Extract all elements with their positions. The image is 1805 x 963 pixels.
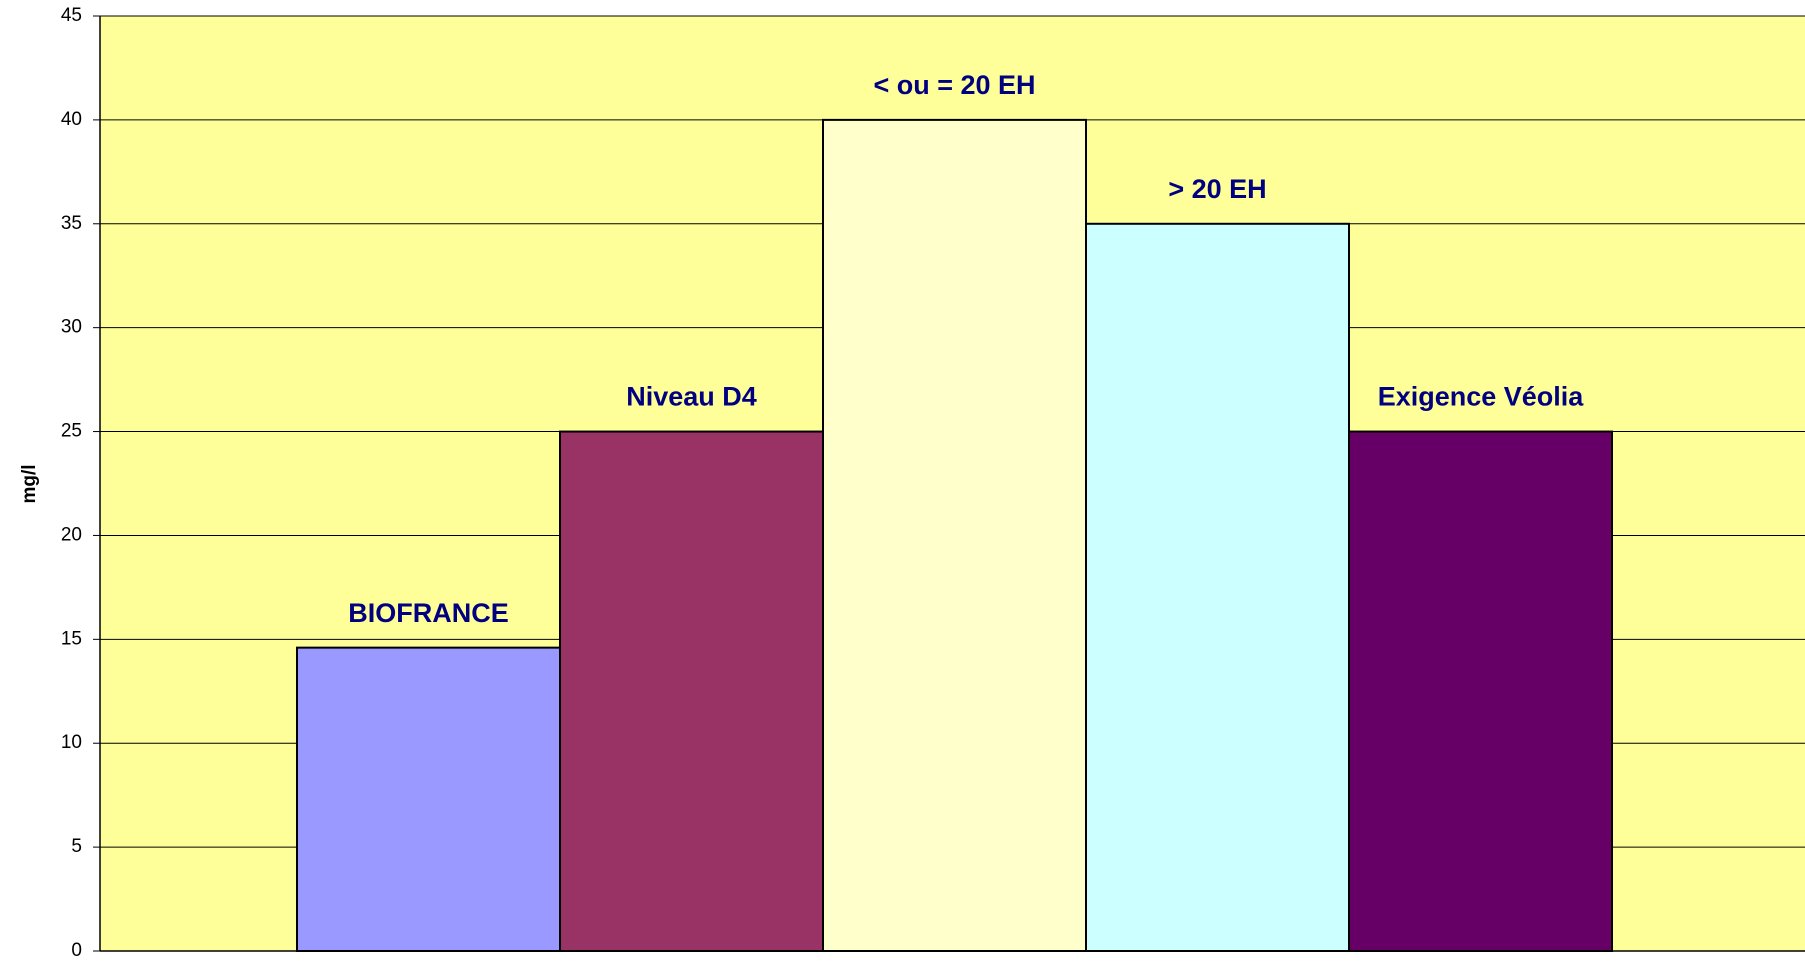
- bar: [296, 646, 561, 953]
- bar-label: Niveau D4: [626, 382, 757, 412]
- y-axis-title: mg/l: [19, 464, 40, 503]
- y-tick-label: 45: [61, 5, 82, 26]
- bar-label: > 20 EH: [1168, 174, 1266, 204]
- y-tick-label: 20: [61, 524, 82, 545]
- y-tick-label: 40: [61, 109, 82, 130]
- y-tick-label: 10: [61, 732, 82, 753]
- bar: [822, 118, 1087, 952]
- y-tick-label: 30: [61, 317, 82, 338]
- bar-label: BIOFRANCE: [348, 598, 509, 628]
- bar: [1348, 430, 1613, 952]
- y-tick-label: 5: [71, 836, 82, 857]
- bar: [1085, 222, 1350, 952]
- bar-label: < ou = 20 EH: [873, 70, 1035, 100]
- y-tick-label: 35: [61, 213, 82, 234]
- y-tick-label: 15: [61, 628, 82, 649]
- y-tick-label: 25: [61, 421, 82, 442]
- bar-label: Exigence Véolia: [1378, 382, 1585, 412]
- bar: [559, 430, 824, 952]
- y-tick-label: 0: [71, 940, 82, 961]
